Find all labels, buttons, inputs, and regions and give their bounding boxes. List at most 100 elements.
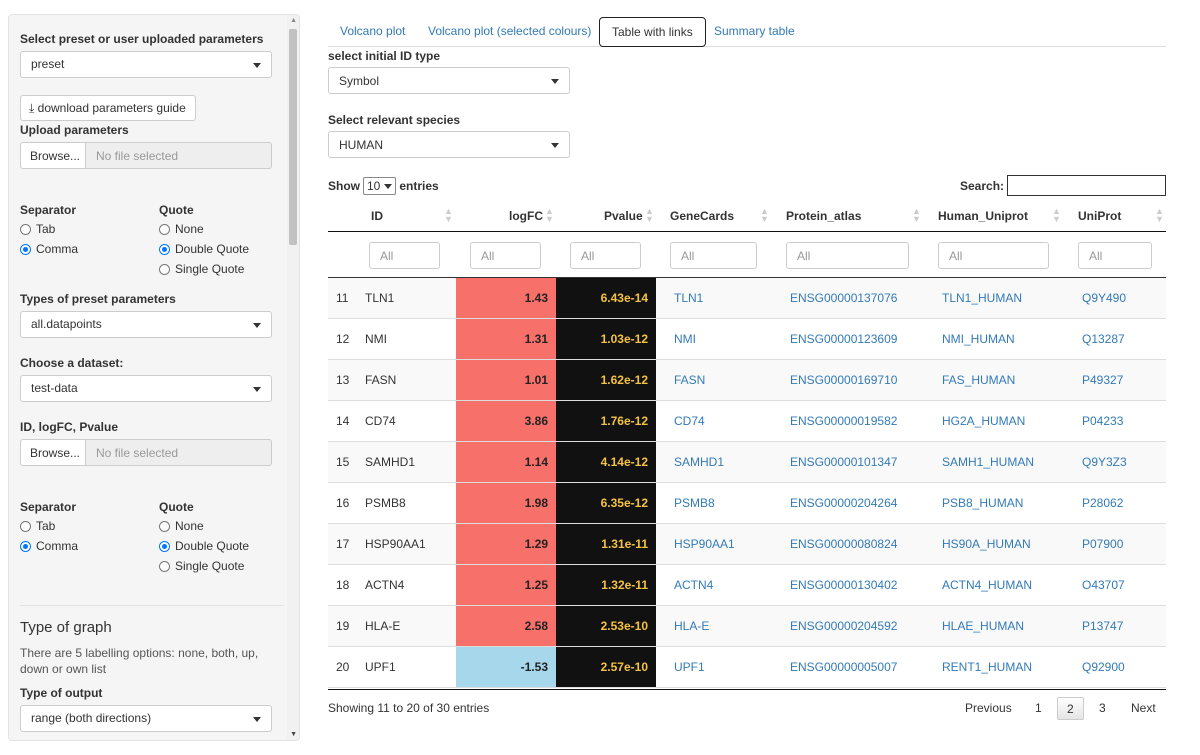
genecards-link[interactable]: NMI bbox=[674, 332, 696, 346]
protein-atlas-link[interactable]: ENSG00000005007 bbox=[790, 660, 898, 674]
genecards-link[interactable]: PSMB8 bbox=[674, 496, 715, 510]
protein-atlas-link[interactable]: ENSG00000169710 bbox=[790, 373, 898, 387]
genecards-link[interactable]: CD74 bbox=[674, 414, 705, 428]
human-uniprot-link[interactable]: RENT1_HUMAN bbox=[942, 660, 1033, 674]
preset-select[interactable]: preset bbox=[20, 51, 272, 78]
search-input[interactable] bbox=[1007, 175, 1166, 196]
quote-double-radio[interactable]: Double Quote bbox=[159, 539, 249, 553]
sort-icon[interactable]: ▲ ▼ bbox=[444, 206, 453, 224]
species-label: Select relevant species bbox=[328, 113, 461, 127]
scroll-up-icon[interactable]: ▲ bbox=[290, 17, 297, 24]
dataset-select[interactable]: test-data bbox=[20, 375, 272, 402]
column-header-uniprot[interactable]: UniProt bbox=[1078, 209, 1122, 223]
uniprot-link[interactable]: P13747 bbox=[1082, 619, 1124, 633]
genecards-link[interactable]: ACTN4 bbox=[674, 578, 714, 592]
pagination-next[interactable]: Next bbox=[1131, 701, 1156, 715]
sort-icon[interactable]: ▲ ▼ bbox=[1155, 206, 1164, 224]
human-uniprot-link[interactable]: TLN1_HUMAN bbox=[942, 291, 1023, 305]
pagination-page[interactable]: 3 bbox=[1099, 701, 1106, 715]
protein-atlas-link[interactable]: ENSG00000137076 bbox=[790, 291, 898, 305]
human-uniprot-link[interactable]: HG2A_HUMAN bbox=[942, 414, 1026, 428]
tab-volcano-plot[interactable]: Volcano plot bbox=[340, 24, 406, 38]
upload-parameters-label: Upload parameters bbox=[20, 123, 129, 137]
human-uniprot-link[interactable]: HS90A_HUMAN bbox=[942, 537, 1031, 551]
genecards-link[interactable]: FASN bbox=[674, 373, 706, 387]
protein-atlas-link[interactable]: ENSG00000130402 bbox=[790, 578, 898, 592]
human-uniprot-link[interactable]: PSB8_HUMAN bbox=[942, 496, 1024, 510]
column-header-logfc[interactable]: logFC bbox=[509, 209, 543, 223]
types-select[interactable]: all.datapoints bbox=[20, 311, 272, 338]
column-header-human-uniprot[interactable]: Human_Uniprot bbox=[938, 209, 1028, 223]
tab-table-with-links[interactable]: Table with links bbox=[599, 17, 706, 47]
sort-icon[interactable]: ▲ ▼ bbox=[912, 206, 921, 224]
protein-atlas-link[interactable]: ENSG00000204264 bbox=[790, 496, 898, 510]
filter-genecards-input[interactable]: All bbox=[670, 242, 757, 269]
separator-comma-radio[interactable]: Comma bbox=[20, 242, 78, 256]
genecards-link[interactable]: SAMHD1 bbox=[674, 455, 725, 469]
uniprot-link[interactable]: P28062 bbox=[1082, 496, 1124, 510]
quote-none-radio[interactable]: None bbox=[159, 222, 204, 236]
quote-single-radio[interactable]: Single Quote bbox=[159, 559, 244, 573]
quote-none-radio[interactable]: None bbox=[159, 519, 204, 533]
tab-volcano-plot-colours[interactable]: Volcano plot (selected colours) bbox=[428, 24, 592, 38]
pagination-page[interactable]: 1 bbox=[1035, 701, 1042, 715]
browse-button[interactable]: Browse... bbox=[20, 142, 86, 169]
uniprot-link[interactable]: O43707 bbox=[1082, 578, 1125, 592]
uniprot-link[interactable]: P49327 bbox=[1082, 373, 1124, 387]
protein-atlas-link[interactable]: ENSG00000204592 bbox=[790, 619, 898, 633]
uniprot-link[interactable]: Q9Y3Z3 bbox=[1082, 455, 1127, 469]
uniprot-link[interactable]: Q9Y490 bbox=[1082, 291, 1127, 305]
uniprot-link[interactable]: Q13287 bbox=[1082, 332, 1125, 346]
column-header-id[interactable]: ID bbox=[371, 209, 383, 223]
pagination-previous[interactable]: Previous bbox=[965, 701, 1012, 715]
scroll-down-icon[interactable]: ▼ bbox=[290, 731, 297, 738]
filter-pvalue-input[interactable]: All bbox=[570, 242, 641, 269]
separator-tab-radio[interactable]: Tab bbox=[20, 222, 55, 236]
human-uniprot-link[interactable]: FAS_HUMAN bbox=[942, 373, 1016, 387]
id-type-select[interactable]: Symbol bbox=[328, 67, 570, 94]
protein-atlas-link[interactable]: ENSG00000101347 bbox=[790, 455, 898, 469]
pagination-page-current[interactable]: 2 bbox=[1057, 697, 1084, 720]
filter-id-input[interactable]: All bbox=[369, 242, 440, 269]
human-uniprot-link[interactable]: SAMH1_HUMAN bbox=[942, 455, 1035, 469]
column-header-pvalue[interactable]: Pvalue bbox=[604, 209, 643, 223]
sort-icon[interactable]: ▲ ▼ bbox=[545, 206, 554, 224]
protein-atlas-link[interactable]: ENSG00000123609 bbox=[790, 332, 898, 346]
sort-icon[interactable]: ▲ ▼ bbox=[645, 206, 654, 224]
genecards-link[interactable]: TLN1 bbox=[674, 291, 704, 305]
sidebar-scrollbar[interactable]: ▲ ▼ bbox=[287, 15, 299, 740]
search-label: Search: bbox=[960, 179, 1005, 193]
tab-summary-table[interactable]: Summary table bbox=[714, 24, 795, 38]
genecards-link[interactable]: HSP90AA1 bbox=[674, 537, 735, 551]
protein-atlas-link[interactable]: ENSG00000080824 bbox=[790, 537, 898, 551]
output-type-select[interactable]: range (both directions) bbox=[20, 705, 272, 732]
column-header-genecards[interactable]: GeneCards bbox=[670, 209, 735, 223]
species-select[interactable]: HUMAN bbox=[328, 131, 570, 158]
column-header-protein-atlas[interactable]: Protein_atlas bbox=[786, 209, 862, 223]
human-uniprot-link[interactable]: NMI_HUMAN bbox=[942, 332, 1015, 346]
uniprot-link[interactable]: P07900 bbox=[1082, 537, 1124, 551]
uniprot-link[interactable]: P04233 bbox=[1082, 414, 1124, 428]
uniprot-link[interactable]: Q92900 bbox=[1082, 660, 1125, 674]
human-uniprot-link[interactable]: ACTN4_HUMAN bbox=[942, 578, 1033, 592]
browse-button[interactable]: Browse... bbox=[20, 439, 86, 466]
download-guide-button[interactable]: ⤓ download parameters guide bbox=[20, 95, 196, 121]
quote-single-radio[interactable]: Single Quote bbox=[159, 262, 244, 276]
entries-length-select[interactable]: 10 bbox=[363, 177, 397, 195]
filter-uniprot-input[interactable]: All bbox=[1078, 242, 1152, 269]
genecards-link[interactable]: HLA-E bbox=[674, 619, 710, 633]
cell-id: PSMB8 bbox=[365, 496, 406, 510]
quote-double-radio[interactable]: Double Quote bbox=[159, 242, 249, 256]
scroll-thumb[interactable] bbox=[289, 29, 297, 245]
separator-comma-radio[interactable]: Comma bbox=[20, 539, 78, 553]
protein-atlas-link[interactable]: ENSG00000019582 bbox=[790, 414, 898, 428]
sort-icon[interactable]: ▲ ▼ bbox=[1052, 206, 1061, 224]
filter-human-uniprot-input[interactable]: All bbox=[938, 242, 1049, 269]
filter-logfc-input[interactable]: All bbox=[470, 242, 541, 269]
filter-protein-atlas-input[interactable]: All bbox=[786, 242, 909, 269]
row-index: 15 bbox=[336, 455, 350, 469]
sort-icon[interactable]: ▲ ▼ bbox=[760, 206, 769, 224]
genecards-link[interactable]: UPF1 bbox=[674, 660, 705, 674]
human-uniprot-link[interactable]: HLAE_HUMAN bbox=[942, 619, 1025, 633]
separator-tab-radio[interactable]: Tab bbox=[20, 519, 55, 533]
